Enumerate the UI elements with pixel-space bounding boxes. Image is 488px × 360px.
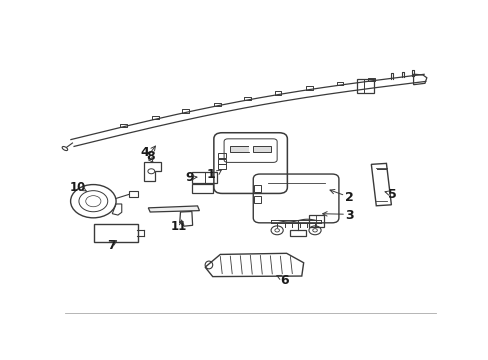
Bar	[128, 191, 138, 197]
Bar	[309, 215, 323, 227]
Bar	[191, 184, 212, 193]
Bar	[248, 146, 252, 152]
Text: 3: 3	[344, 208, 353, 221]
Text: 7: 7	[107, 239, 116, 252]
Text: 2: 2	[344, 190, 353, 203]
Polygon shape	[229, 146, 248, 152]
Bar	[290, 230, 305, 236]
Bar	[218, 164, 225, 169]
Text: 4: 4	[140, 146, 148, 159]
Bar	[254, 197, 261, 203]
Polygon shape	[252, 146, 271, 152]
Text: 6: 6	[280, 274, 288, 287]
Text: 10: 10	[70, 181, 86, 194]
Text: 11: 11	[170, 220, 186, 233]
Polygon shape	[148, 206, 199, 212]
Bar	[191, 172, 216, 183]
Text: 9: 9	[185, 171, 194, 184]
Bar	[356, 80, 373, 93]
Text: 8: 8	[145, 150, 154, 163]
Bar	[218, 153, 225, 158]
Text: 5: 5	[387, 188, 396, 201]
Text: 1: 1	[206, 168, 215, 181]
Bar	[254, 185, 261, 192]
Bar	[218, 159, 225, 164]
